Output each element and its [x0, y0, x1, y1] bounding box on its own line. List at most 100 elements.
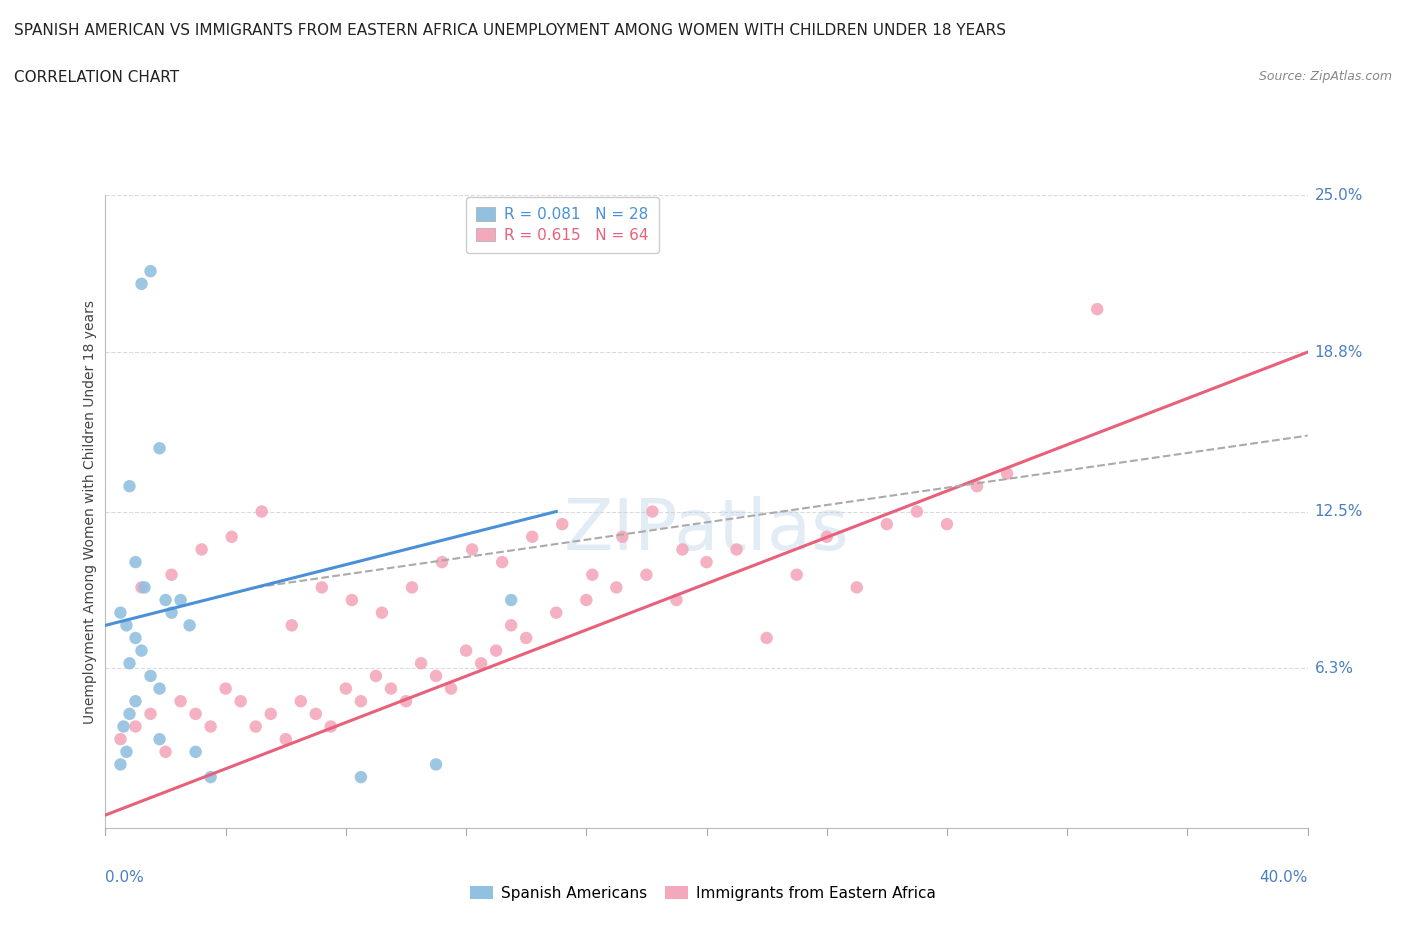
Point: [118, 656, 141, 671]
Point: [581, 567, 603, 582]
Point: [470, 656, 492, 671]
Point: [696, 554, 718, 569]
Point: [501, 618, 523, 632]
Text: CORRELATION CHART: CORRELATION CHART: [14, 70, 179, 85]
Point: [641, 504, 664, 519]
Point: [250, 504, 273, 519]
Point: [401, 580, 423, 595]
Legend: R = 0.081   N = 28, R = 0.615   N = 64: R = 0.081 N = 28, R = 0.615 N = 64: [465, 196, 659, 254]
Point: [350, 770, 373, 785]
Point: [131, 644, 153, 658]
Point: [845, 580, 868, 595]
Point: [200, 770, 222, 785]
Point: [118, 707, 141, 722]
Point: [575, 592, 598, 607]
Text: 25.0%: 25.0%: [1315, 188, 1362, 203]
Point: [274, 732, 297, 747]
Text: 0.0%: 0.0%: [105, 870, 145, 884]
Text: 18.8%: 18.8%: [1315, 345, 1362, 360]
Point: [229, 694, 252, 709]
Point: [221, 529, 243, 544]
Point: [134, 580, 156, 595]
Point: [290, 694, 312, 709]
Point: [612, 529, 634, 544]
Point: [1085, 301, 1108, 316]
Point: [184, 707, 207, 722]
Point: [995, 466, 1018, 481]
Legend: Spanish Americans, Immigrants from Eastern Africa: Spanish Americans, Immigrants from Easte…: [463, 878, 943, 909]
Text: 6.3%: 6.3%: [1315, 661, 1354, 676]
Point: [115, 744, 138, 759]
Point: [131, 580, 153, 595]
Point: [184, 744, 207, 759]
Point: [148, 681, 170, 696]
Point: [139, 264, 162, 279]
Point: [350, 694, 373, 709]
Point: [124, 694, 146, 709]
Text: 40.0%: 40.0%: [1260, 870, 1308, 884]
Point: [725, 542, 748, 557]
Point: [190, 542, 212, 557]
Point: [440, 681, 463, 696]
Point: [200, 719, 222, 734]
Point: [118, 479, 141, 494]
Point: [160, 567, 183, 582]
Text: 12.5%: 12.5%: [1315, 504, 1362, 519]
Point: [665, 592, 688, 607]
Point: [115, 618, 138, 632]
Point: [214, 681, 236, 696]
Point: [364, 669, 387, 684]
Point: [169, 694, 191, 709]
Point: [131, 276, 153, 291]
Point: [139, 669, 162, 684]
Point: [522, 529, 544, 544]
Point: [380, 681, 402, 696]
Point: [636, 567, 658, 582]
Point: [551, 517, 574, 532]
Point: [110, 605, 132, 620]
Point: [281, 618, 304, 632]
Point: [340, 592, 363, 607]
Point: [335, 681, 357, 696]
Point: [515, 631, 537, 645]
Point: [124, 554, 146, 569]
Point: [491, 554, 513, 569]
Point: [148, 732, 170, 747]
Point: [139, 707, 162, 722]
Text: ZIPatlas: ZIPatlas: [564, 496, 849, 565]
Point: [260, 707, 283, 722]
Point: [755, 631, 778, 645]
Point: [671, 542, 693, 557]
Point: [425, 669, 447, 684]
Point: [245, 719, 267, 734]
Point: [160, 605, 183, 620]
Y-axis label: Unemployment Among Women with Children Under 18 years: Unemployment Among Women with Children U…: [83, 299, 97, 724]
Point: [371, 605, 394, 620]
Point: [179, 618, 201, 632]
Point: [786, 567, 808, 582]
Point: [966, 479, 988, 494]
Point: [110, 757, 132, 772]
Point: [605, 580, 627, 595]
Point: [155, 592, 177, 607]
Point: [169, 592, 191, 607]
Point: [155, 744, 177, 759]
Point: [461, 542, 484, 557]
Point: [456, 644, 478, 658]
Point: [124, 719, 146, 734]
Text: SPANISH AMERICAN VS IMMIGRANTS FROM EASTERN AFRICA UNEMPLOYMENT AMONG WOMEN WITH: SPANISH AMERICAN VS IMMIGRANTS FROM EAST…: [14, 23, 1007, 38]
Point: [110, 732, 132, 747]
Point: [311, 580, 333, 595]
Point: [124, 631, 146, 645]
Point: [936, 517, 959, 532]
Point: [501, 592, 523, 607]
Point: [425, 757, 447, 772]
Point: [815, 529, 838, 544]
Point: [485, 644, 508, 658]
Point: [905, 504, 928, 519]
Point: [430, 554, 453, 569]
Point: [876, 517, 898, 532]
Point: [319, 719, 342, 734]
Point: [546, 605, 568, 620]
Point: [395, 694, 418, 709]
